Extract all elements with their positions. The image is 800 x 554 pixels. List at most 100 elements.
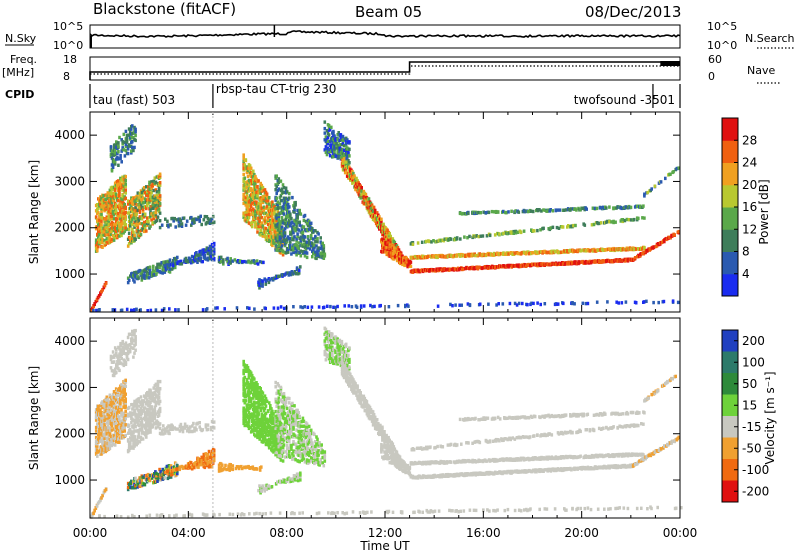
data-point (149, 207, 152, 211)
data-point (125, 140, 129, 144)
data-point (135, 307, 138, 312)
data-point (296, 213, 299, 217)
data-point (508, 301, 512, 306)
data-point (301, 244, 305, 248)
data-point (267, 280, 271, 285)
data-point (162, 260, 165, 264)
data-point (315, 244, 318, 248)
data-point (244, 195, 248, 200)
data-point (153, 414, 157, 418)
data-point (374, 221, 378, 226)
data-point (159, 263, 162, 267)
data-point (163, 270, 167, 274)
data-point (118, 135, 121, 140)
data-point (323, 126, 327, 131)
data-point (131, 341, 134, 345)
data-point (347, 159, 350, 163)
data-point (373, 304, 376, 309)
data-point (117, 213, 120, 217)
data-point (306, 246, 310, 250)
data-point (151, 182, 154, 186)
data-point (104, 446, 107, 451)
data-point (157, 392, 161, 396)
data-point (133, 332, 136, 336)
data-point (617, 301, 620, 305)
data-point (132, 431, 135, 435)
data-point (106, 217, 110, 221)
data-point (279, 194, 283, 198)
data-point (529, 209, 533, 213)
data-point (200, 222, 203, 227)
data-point (141, 207, 145, 211)
data-point (119, 404, 122, 408)
data-point (283, 234, 287, 238)
data-point (132, 278, 135, 282)
data-point (254, 195, 257, 200)
data-point (263, 216, 267, 220)
data-point (98, 435, 101, 439)
data-point (294, 226, 297, 231)
data-point (127, 242, 131, 246)
data-point (130, 479, 133, 483)
data-point (282, 185, 286, 190)
data-point (108, 426, 112, 430)
data-point (641, 216, 644, 220)
data-point (488, 233, 492, 238)
data-point (307, 239, 311, 243)
data-point (95, 504, 99, 508)
data-point (285, 237, 289, 241)
data-point (96, 444, 99, 448)
data-point (139, 408, 143, 413)
data-point (353, 174, 356, 178)
data-point (114, 209, 118, 214)
data-point (643, 216, 646, 220)
data-point (290, 270, 294, 274)
data-point (132, 136, 135, 140)
data-point (355, 176, 358, 181)
data-point (140, 278, 144, 282)
data-point (212, 220, 216, 224)
data-point (588, 249, 592, 253)
data-point (131, 140, 134, 144)
data-point (262, 208, 266, 212)
data-point (123, 429, 126, 433)
data-point (299, 254, 303, 258)
data-point (118, 194, 121, 198)
data-point (127, 127, 131, 131)
data-point (114, 408, 118, 412)
data-point (348, 147, 351, 152)
data-point (362, 189, 366, 194)
data-point (261, 224, 265, 228)
data-point (275, 218, 278, 223)
data-point (279, 236, 283, 240)
data-point (393, 255, 397, 259)
data-point (97, 406, 100, 410)
data-point (131, 145, 134, 150)
data-point (135, 406, 138, 410)
data-point (282, 306, 286, 311)
data-point (139, 232, 143, 237)
data-point (351, 169, 354, 174)
data-point (156, 215, 160, 219)
data-point (115, 351, 118, 355)
data-point (149, 400, 152, 405)
data-point (288, 196, 291, 200)
data-point (119, 228, 122, 232)
data-point (386, 228, 389, 232)
data-point (132, 355, 135, 359)
data-point (337, 152, 340, 157)
data-point (278, 202, 282, 206)
data-point (332, 154, 335, 159)
data-point (492, 210, 496, 214)
data-point (153, 390, 157, 395)
data-point (148, 182, 151, 187)
data-point (119, 201, 122, 205)
data-point (205, 215, 209, 219)
data-point (109, 366, 113, 370)
data-point (293, 210, 296, 214)
colorbar-tick-label: 12 (742, 222, 757, 236)
data-point (274, 188, 277, 192)
data-point (151, 418, 154, 423)
data-point (152, 412, 155, 416)
data-point (130, 481, 133, 486)
